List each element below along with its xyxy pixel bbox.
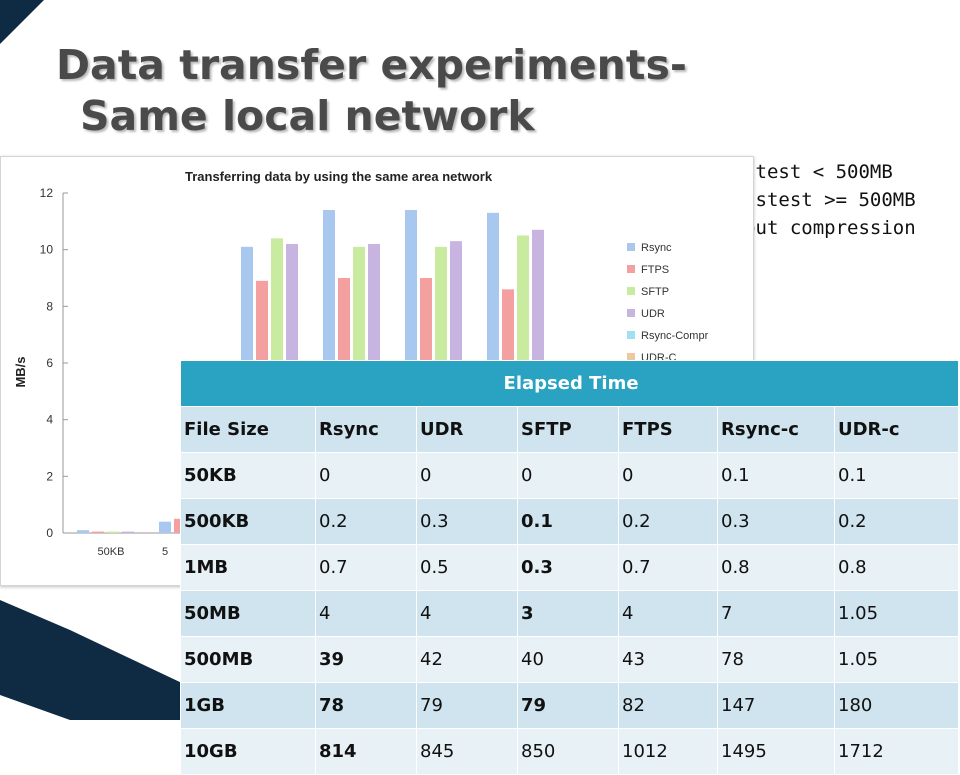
legend-swatch — [627, 353, 635, 361]
y-tick-label: 10 — [40, 243, 54, 257]
legend-label: FTPS — [641, 264, 669, 276]
table-cell: 0.7 — [618, 544, 718, 591]
legend-label: Rsync — [641, 242, 672, 254]
chart-title: Transferring data by using the same area… — [185, 169, 493, 184]
column-header: FTPS — [618, 406, 718, 453]
table-cell: 0 — [416, 452, 518, 499]
table-cell: 0.2 — [833, 498, 960, 545]
table-cell: 0 — [315, 452, 417, 499]
table-cell: 7 — [717, 590, 835, 637]
table-cell: 0 — [517, 452, 619, 499]
x-tick-label: 5 — [162, 546, 168, 558]
title-line-1: Data transfer experiments- — [56, 41, 687, 89]
legend-swatch — [627, 331, 635, 339]
table-cell: 1712 — [833, 728, 960, 775]
y-tick-label: 12 — [40, 186, 54, 200]
table-row: 50MB 4 4 3 4 7 1.05 — [180, 590, 960, 637]
table-cell: 0.8 — [717, 544, 835, 591]
table-cell: 0.7 — [315, 544, 417, 591]
y-tick-label: 8 — [46, 299, 53, 313]
column-header: SFTP — [517, 406, 619, 453]
table-row: 1MB 0.7 0.5 0.3 0.7 0.8 0.8 — [180, 544, 960, 591]
table-cell: 0.2 — [315, 498, 417, 545]
table-cell: 42 — [416, 636, 518, 683]
legend-label: Rsync-Compr — [641, 330, 709, 342]
table-cell: 850 — [517, 728, 619, 775]
table-cell: 78 — [717, 636, 835, 683]
table-cell: 40 — [517, 636, 619, 683]
row-label: 500KB — [180, 498, 316, 545]
column-header: UDR-c — [833, 406, 960, 453]
table-row: 1GB 78 79 79 82 147 180 — [180, 682, 960, 729]
table-cell: 0.1 — [833, 452, 960, 499]
x-tick-label: 50KB — [98, 546, 125, 558]
table-cell: 82 — [618, 682, 718, 729]
table-cell: 814 — [315, 728, 417, 775]
y-tick-label: 2 — [46, 469, 53, 483]
bar-sftp — [107, 531, 119, 533]
table-row: 500MB 39 42 40 43 78 1.05 — [180, 636, 960, 683]
slide-title: Data transfer experiments- Same local ne… — [56, 40, 687, 142]
column-header: File Size — [180, 406, 316, 453]
row-label: 1MB — [180, 544, 316, 591]
row-label: 10GB — [180, 728, 316, 775]
column-header: UDR — [416, 406, 518, 453]
table-cell: 79 — [517, 682, 619, 729]
bar-udr — [122, 531, 134, 533]
y-axis-label: MB/s — [13, 356, 28, 387]
table-cell: 4 — [618, 590, 718, 637]
column-header: Rsync-c — [717, 406, 835, 453]
row-label: 50MB — [180, 590, 316, 637]
table-cell: 1.05 — [833, 636, 960, 683]
elapsed-time-table: Elapsed Time File Size Rsync UDR SFTP FTPS Rs… — [179, 360, 960, 775]
table-cell: 0.1 — [717, 452, 835, 499]
row-label: 500MB — [180, 636, 316, 683]
corner-decoration — [0, 0, 44, 44]
y-tick-label: 0 — [46, 526, 53, 540]
table-cell: 39 — [315, 636, 417, 683]
table-row: 50KB 0 0 0 0 0.1 0.1 — [180, 452, 960, 499]
table-cell: 79 — [416, 682, 518, 729]
legend-swatch — [627, 243, 635, 251]
legend-label: SFTP — [641, 286, 669, 298]
y-tick-label: 4 — [46, 413, 53, 427]
legend-swatch — [627, 265, 635, 273]
table-cell: 0 — [618, 452, 718, 499]
bar-rsync — [159, 521, 171, 533]
table-cell: 3 — [517, 590, 619, 637]
table-cell: 0.1 — [517, 498, 619, 545]
table-cell: 0.3 — [717, 498, 835, 545]
legend-swatch — [627, 309, 635, 317]
table-cell: 1495 — [717, 728, 835, 775]
table-cell: 4 — [315, 590, 417, 637]
table-cell: 0.3 — [517, 544, 619, 591]
table-cell: 0.3 — [416, 498, 518, 545]
row-label: 1GB — [180, 682, 316, 729]
table-caption: Elapsed Time — [179, 360, 960, 407]
table-cell: 147 — [717, 682, 835, 729]
table-cell: 0.5 — [416, 544, 518, 591]
title-line-2: Same local network — [80, 92, 535, 140]
legend-label: UDR — [641, 308, 665, 320]
table-cell: 845 — [416, 728, 518, 775]
table-cell: 4 — [416, 590, 518, 637]
legend-swatch — [627, 287, 635, 295]
y-tick-label: 6 — [46, 356, 53, 370]
table-cell: 0.2 — [618, 498, 718, 545]
table-cell: 78 — [315, 682, 417, 729]
table-cell: 1012 — [618, 728, 718, 775]
bar-ftps — [92, 531, 104, 533]
column-header: Rsync — [315, 406, 417, 453]
table-cell: 180 — [833, 682, 960, 729]
bar-rsync — [77, 530, 89, 533]
table-row: 500KB 0.2 0.3 0.1 0.2 0.3 0.2 — [180, 498, 960, 545]
table-cell: 0.8 — [833, 544, 960, 591]
table-header-row: File Size Rsync UDR SFTP FTPS Rsync-c UDR-c — [180, 406, 960, 453]
table-cell: 1.05 — [833, 590, 960, 637]
row-label: 50KB — [180, 452, 316, 499]
table-row: 10GB 814 845 850 1012 1495 1712 — [180, 728, 960, 775]
table-cell: 43 — [618, 636, 718, 683]
